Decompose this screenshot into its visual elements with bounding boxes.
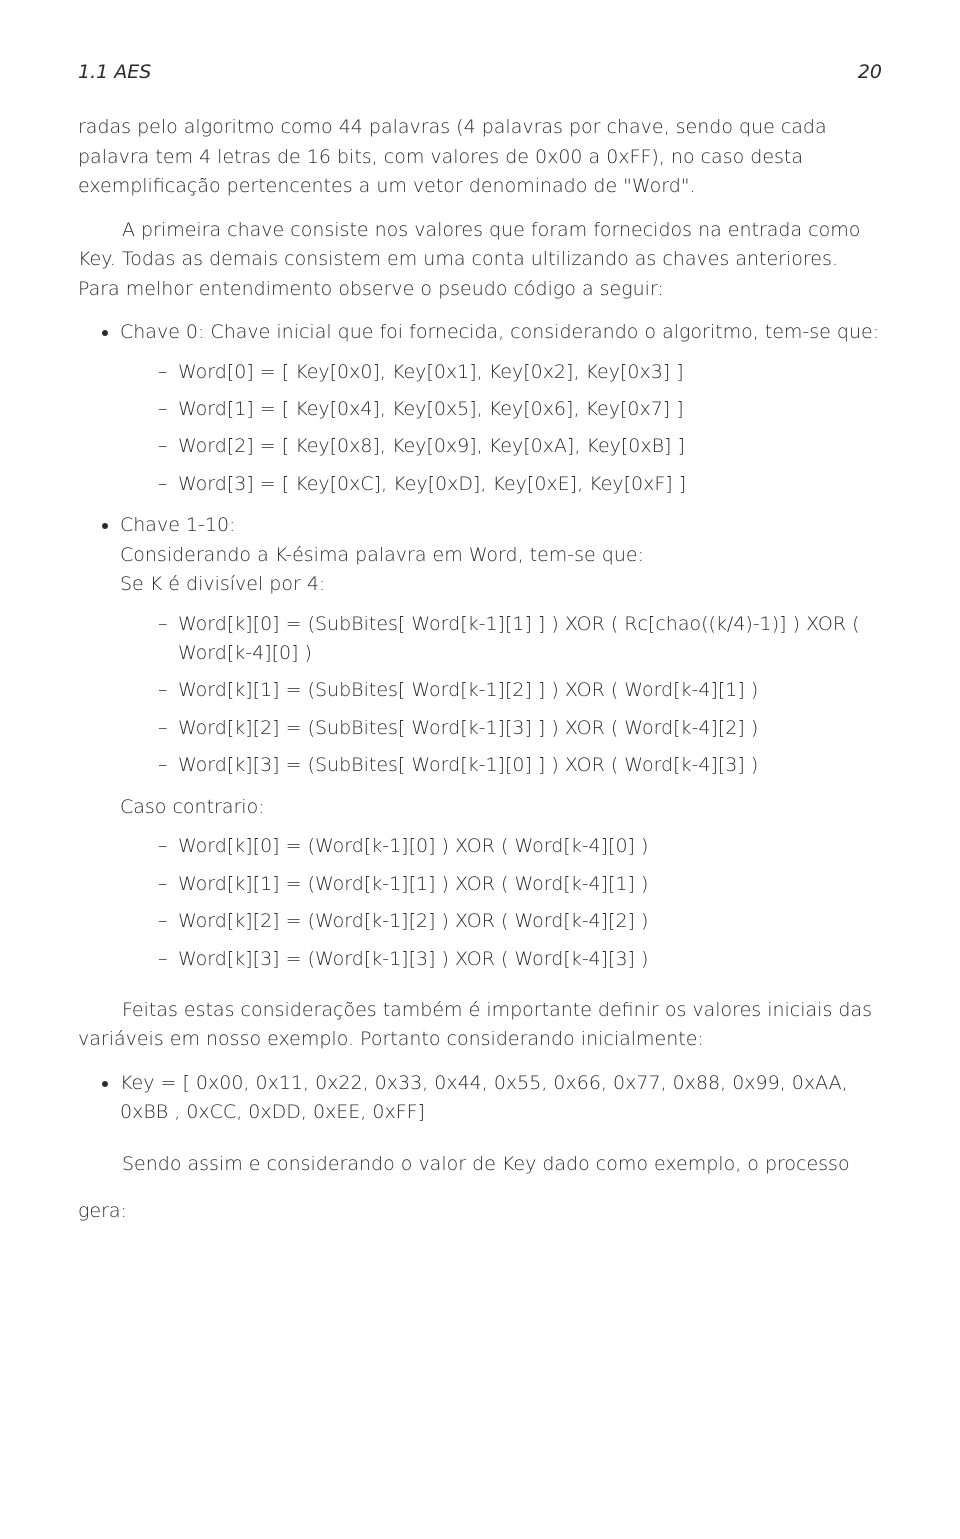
closing-paragraph-1: Feitas estas considerações também é impo… [78, 996, 882, 1055]
div-item-1: Word[k][1] = (SubBites[ Word[k-1][2] ] )… [158, 676, 882, 705]
chave0-title: Chave 0: Chave inicial que foi fornecida… [120, 321, 879, 343]
else-item-3: Word[k][3] = (Word[k-1][3] ) XOR ( Word[… [158, 945, 882, 974]
section-label: 1.1 AES [78, 58, 151, 87]
chave0-item-3: Word[3] = [ Key[0xC], Key[0xD], Key[0xE]… [158, 470, 882, 499]
divisible-list: Word[k][0] = (SubBites[ Word[k-1][1] ] )… [120, 610, 882, 781]
closing-paragraph-1-text: Feitas estas considerações também é impo… [78, 999, 872, 1050]
cond-else-label: Caso contrario: [120, 793, 882, 822]
page-number: 20 [858, 58, 882, 87]
chave1-10-line1: Considerando a K-ésima palavra em Word, … [120, 544, 644, 566]
chave0-word-list: Word[0] = [ Key[0x0], Key[0x1], Key[0x2]… [120, 358, 882, 500]
intro-paragraph-2: A primeira chave consiste nos valores qu… [78, 216, 882, 304]
else-item-1: Word[k][1] = (Word[k-1][1] ) XOR ( Word[… [158, 870, 882, 899]
div-item-0: Word[k][0] = (SubBites[ Word[k-1][1] ] )… [158, 610, 882, 669]
div-item-2: Word[k][2] = (SubBites[ Word[k-1][3] ] )… [158, 714, 882, 743]
chave0-item-1: Word[1] = [ Key[0x4], Key[0x5], Key[0x6]… [158, 395, 882, 424]
else-list: Word[k][0] = (Word[k-1][0] ) XOR ( Word[… [120, 832, 882, 974]
intro-paragraph-2-text: A primeira chave consiste nos valores qu… [78, 219, 860, 300]
key-bullet-list: Key = [ 0x00, 0x11, 0x22, 0x33, 0x44, 0x… [78, 1069, 882, 1128]
chave0-item-2: Word[2] = [ Key[0x8], Key[0x9], Key[0xA]… [158, 432, 882, 461]
bullet-chave-0: Chave 0: Chave inicial que foi fornecida… [120, 318, 882, 499]
cond-divisible-label: Se K é divisível por 4: [120, 573, 325, 595]
div-item-3: Word[k][3] = (SubBites[ Word[k-1][0] ] )… [158, 751, 882, 780]
chave0-item-0: Word[0] = [ Key[0x0], Key[0x1], Key[0x2]… [158, 358, 882, 387]
bullet-chave-1-10: Chave 1-10: Considerando a K-ésima palav… [120, 511, 882, 974]
intro-paragraph-1: radas pelo algoritmo como 44 palavras (4… [78, 113, 882, 201]
chave1-10-title: Chave 1-10: [120, 514, 235, 536]
else-item-0: Word[k][0] = (Word[k-1][0] ) XOR ( Word[… [158, 832, 882, 861]
running-head: 1.1 AES 20 [78, 58, 882, 87]
closing-paragraph-2-text: Sendo assim e considerando o valor de Ke… [122, 1153, 850, 1175]
key-item: Key = [ 0x00, 0x11, 0x22, 0x33, 0x44, 0x… [120, 1069, 882, 1128]
else-item-2: Word[k][2] = (Word[k-1][2] ) XOR ( Word[… [158, 907, 882, 936]
page-root: 1.1 AES 20 radas pelo algoritmo como 44 … [0, 0, 960, 1297]
gera-label: gera: [78, 1197, 882, 1226]
closing-paragraph-2: Sendo assim e considerando o valor de Ke… [78, 1150, 882, 1179]
top-bullet-list: Chave 0: Chave inicial que foi fornecida… [78, 318, 882, 974]
